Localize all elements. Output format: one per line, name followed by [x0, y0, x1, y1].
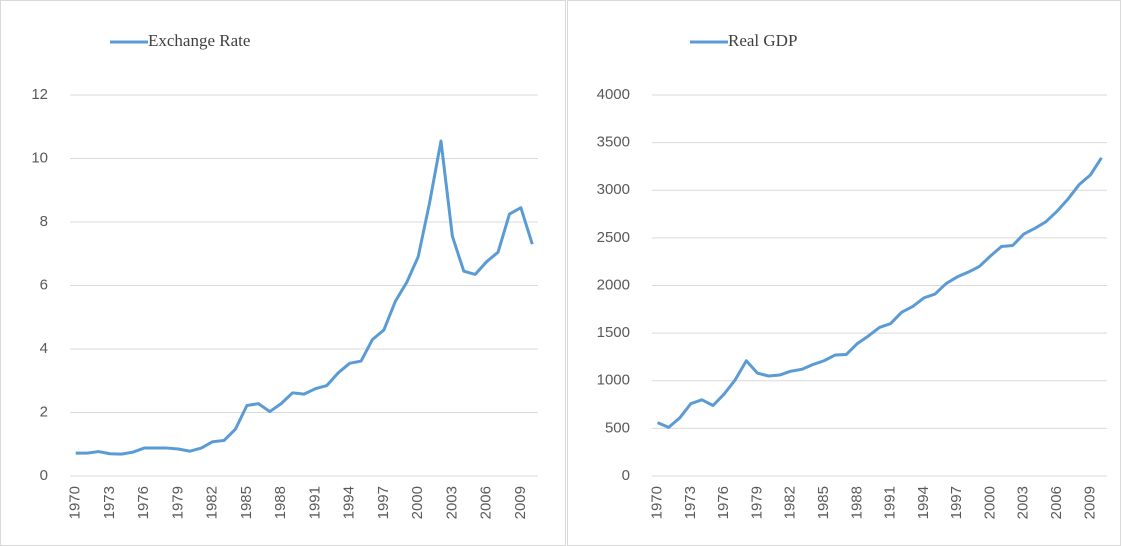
x-tick-label: 2006 [478, 486, 495, 519]
x-tick-label: 2000 [981, 486, 998, 519]
data-line [656, 157, 1103, 429]
legend-label: Exchange Rate [148, 31, 250, 50]
y-tick-label: 0 [40, 467, 48, 484]
x-tick-label: 1982 [204, 486, 221, 519]
x-tick-label: 2003 [443, 486, 460, 519]
x-tick-label: 1988 [848, 486, 865, 519]
x-tick-label: 1994 [915, 486, 932, 519]
y-tick-label: 2500 [597, 229, 630, 246]
y-tick-label: 6 [40, 276, 48, 293]
x-tick-label: 1970 [67, 486, 84, 519]
x-tick-label: 1973 [682, 486, 699, 519]
x-tick-label: 1991 [306, 486, 323, 519]
y-tick-label: 500 [605, 419, 630, 436]
x-tick-label: 1985 [238, 486, 255, 519]
x-tick-label: 1976 [135, 486, 152, 519]
y-tick-label: 2000 [597, 276, 630, 293]
panel-border [567, 0, 1121, 546]
y-tick-label: 8 [40, 213, 48, 230]
data-line [75, 139, 534, 456]
y-tick-label: 0 [622, 467, 630, 484]
x-tick-label: 1997 [375, 486, 392, 519]
x-tick-label: 1988 [272, 486, 289, 519]
y-tick-label: 4 [40, 340, 48, 357]
x-tick-label: 2009 [512, 486, 529, 519]
y-tick-label: 2 [40, 403, 48, 420]
y-tick-label: 3500 [597, 134, 630, 151]
x-tick-label: 1973 [101, 486, 118, 519]
x-tick-label: 2006 [1048, 486, 1065, 519]
x-tick-label: 1982 [782, 486, 799, 519]
x-tick-label: 1985 [815, 486, 832, 519]
x-tick-label: 1994 [341, 486, 358, 519]
x-tick-label: 1970 [649, 486, 666, 519]
y-tick-label: 1000 [597, 372, 630, 389]
x-tick-label: 1976 [715, 486, 732, 519]
y-tick-label: 4000 [597, 86, 630, 103]
y-tick-label: 10 [31, 149, 48, 166]
x-tick-label: 2009 [1081, 486, 1098, 519]
legend-label: Real GDP [728, 31, 797, 50]
y-tick-label: 1500 [597, 324, 630, 341]
x-tick-label: 2000 [409, 486, 426, 519]
x-tick-label: 1991 [882, 486, 899, 519]
y-tick-label: 12 [31, 86, 48, 103]
x-tick-label: 1979 [169, 486, 186, 519]
x-tick-label: 1997 [948, 486, 965, 519]
panel-border [0, 0, 566, 546]
x-tick-label: 1979 [748, 486, 765, 519]
y-tick-label: 3000 [597, 181, 630, 198]
x-tick-label: 2003 [1015, 486, 1032, 519]
